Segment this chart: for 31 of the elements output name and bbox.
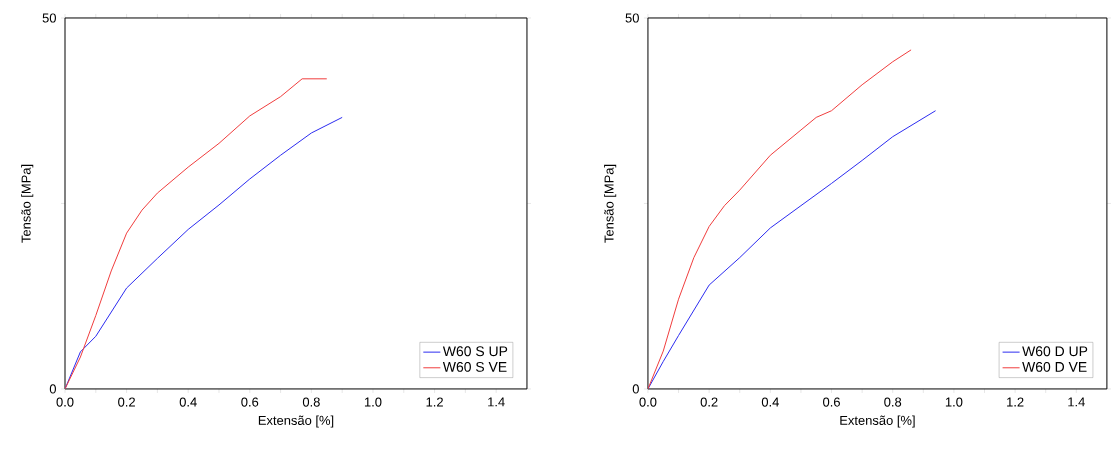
x-tick-label: 0.6: [823, 397, 840, 407]
x-tick-label: 0.4: [761, 397, 779, 407]
y-tick-label: 0: [632, 384, 639, 394]
x-tick-label: 0.8: [884, 397, 902, 407]
legend-label: W60 S VE: [442, 361, 507, 372]
line-series: [65, 78, 328, 389]
y-axis-title: Tensão [MPa]: [604, 164, 617, 243]
legend-label: W60 S UP: [442, 346, 508, 357]
x-axis-title: Extensão [%]: [258, 415, 334, 428]
x-tick-label: 0.6: [241, 397, 259, 407]
legend-label: W60 D VE: [1022, 361, 1087, 372]
x-tick-label: 0.2: [700, 397, 718, 407]
line-series: [647, 49, 912, 389]
x-tick-label: 0.8: [302, 397, 320, 407]
y-tick-label: 0: [49, 384, 56, 394]
x-tick-label: 1.4: [1068, 397, 1085, 407]
y-axis-title: Tensão [MPa]: [21, 164, 34, 243]
x-tick-label: 0.0: [56, 397, 74, 407]
y-tick-label: 50: [625, 13, 639, 23]
x-tick-label: 1.4: [488, 397, 505, 407]
x-tick-label: 0.0: [639, 397, 657, 407]
x-tick-label: 0.4: [179, 397, 197, 407]
x-tick-label: 0.2: [118, 397, 135, 407]
y-tick-label: 50: [42, 13, 56, 23]
x-tick-label: 1.0: [364, 397, 382, 407]
x-tick-label: 1.0: [945, 397, 963, 407]
x-axis-title: Extensão [%]: [840, 415, 915, 428]
x-tick-label: 1.2: [1007, 397, 1024, 407]
legend-label: W60 D UP: [1022, 346, 1088, 357]
x-tick-label: 1.2: [426, 397, 443, 407]
line-series: [647, 110, 937, 389]
